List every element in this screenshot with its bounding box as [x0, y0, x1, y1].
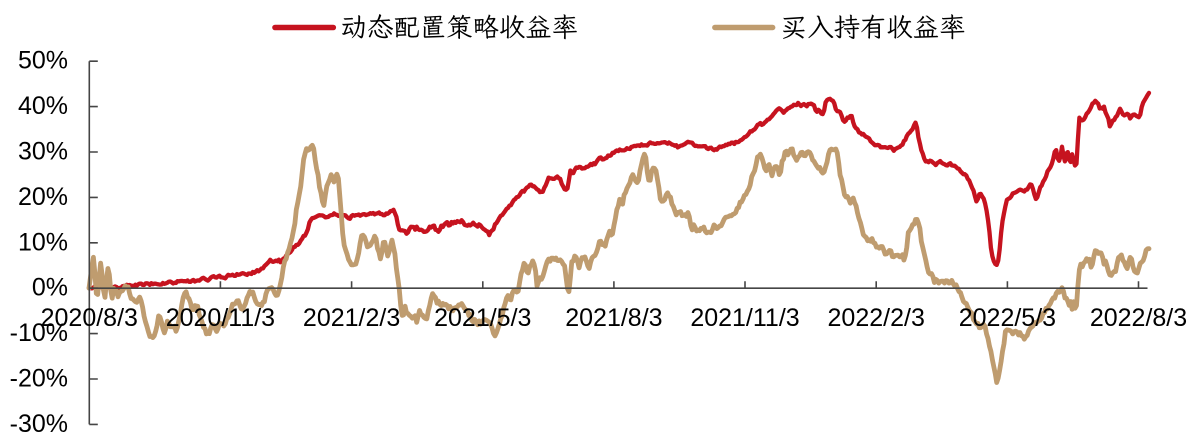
- svg-text:-30%: -30%: [10, 410, 68, 438]
- svg-text:2022/8/3: 2022/8/3: [1090, 304, 1187, 332]
- svg-text:2020/8/3: 2020/8/3: [41, 304, 138, 332]
- svg-text:2022/2/3: 2022/2/3: [828, 304, 925, 332]
- svg-text:2022/5/3: 2022/5/3: [959, 304, 1056, 332]
- svg-text:30%: 30%: [18, 138, 68, 166]
- svg-text:2021/11/3: 2021/11/3: [690, 304, 799, 332]
- svg-text:10%: 10%: [18, 228, 68, 256]
- svg-text:20%: 20%: [18, 183, 68, 211]
- svg-text:2021/2/3: 2021/2/3: [303, 304, 400, 332]
- svg-text:2021/8/3: 2021/8/3: [565, 304, 662, 332]
- svg-text:0%: 0%: [32, 274, 68, 302]
- svg-text:2021/5/3: 2021/5/3: [434, 304, 531, 332]
- svg-text:50%: 50%: [18, 47, 68, 75]
- svg-text:40%: 40%: [18, 92, 68, 120]
- svg-text:-20%: -20%: [10, 365, 68, 393]
- svg-text:-10%: -10%: [10, 319, 68, 347]
- svg-text:2020/11/3: 2020/11/3: [166, 304, 275, 332]
